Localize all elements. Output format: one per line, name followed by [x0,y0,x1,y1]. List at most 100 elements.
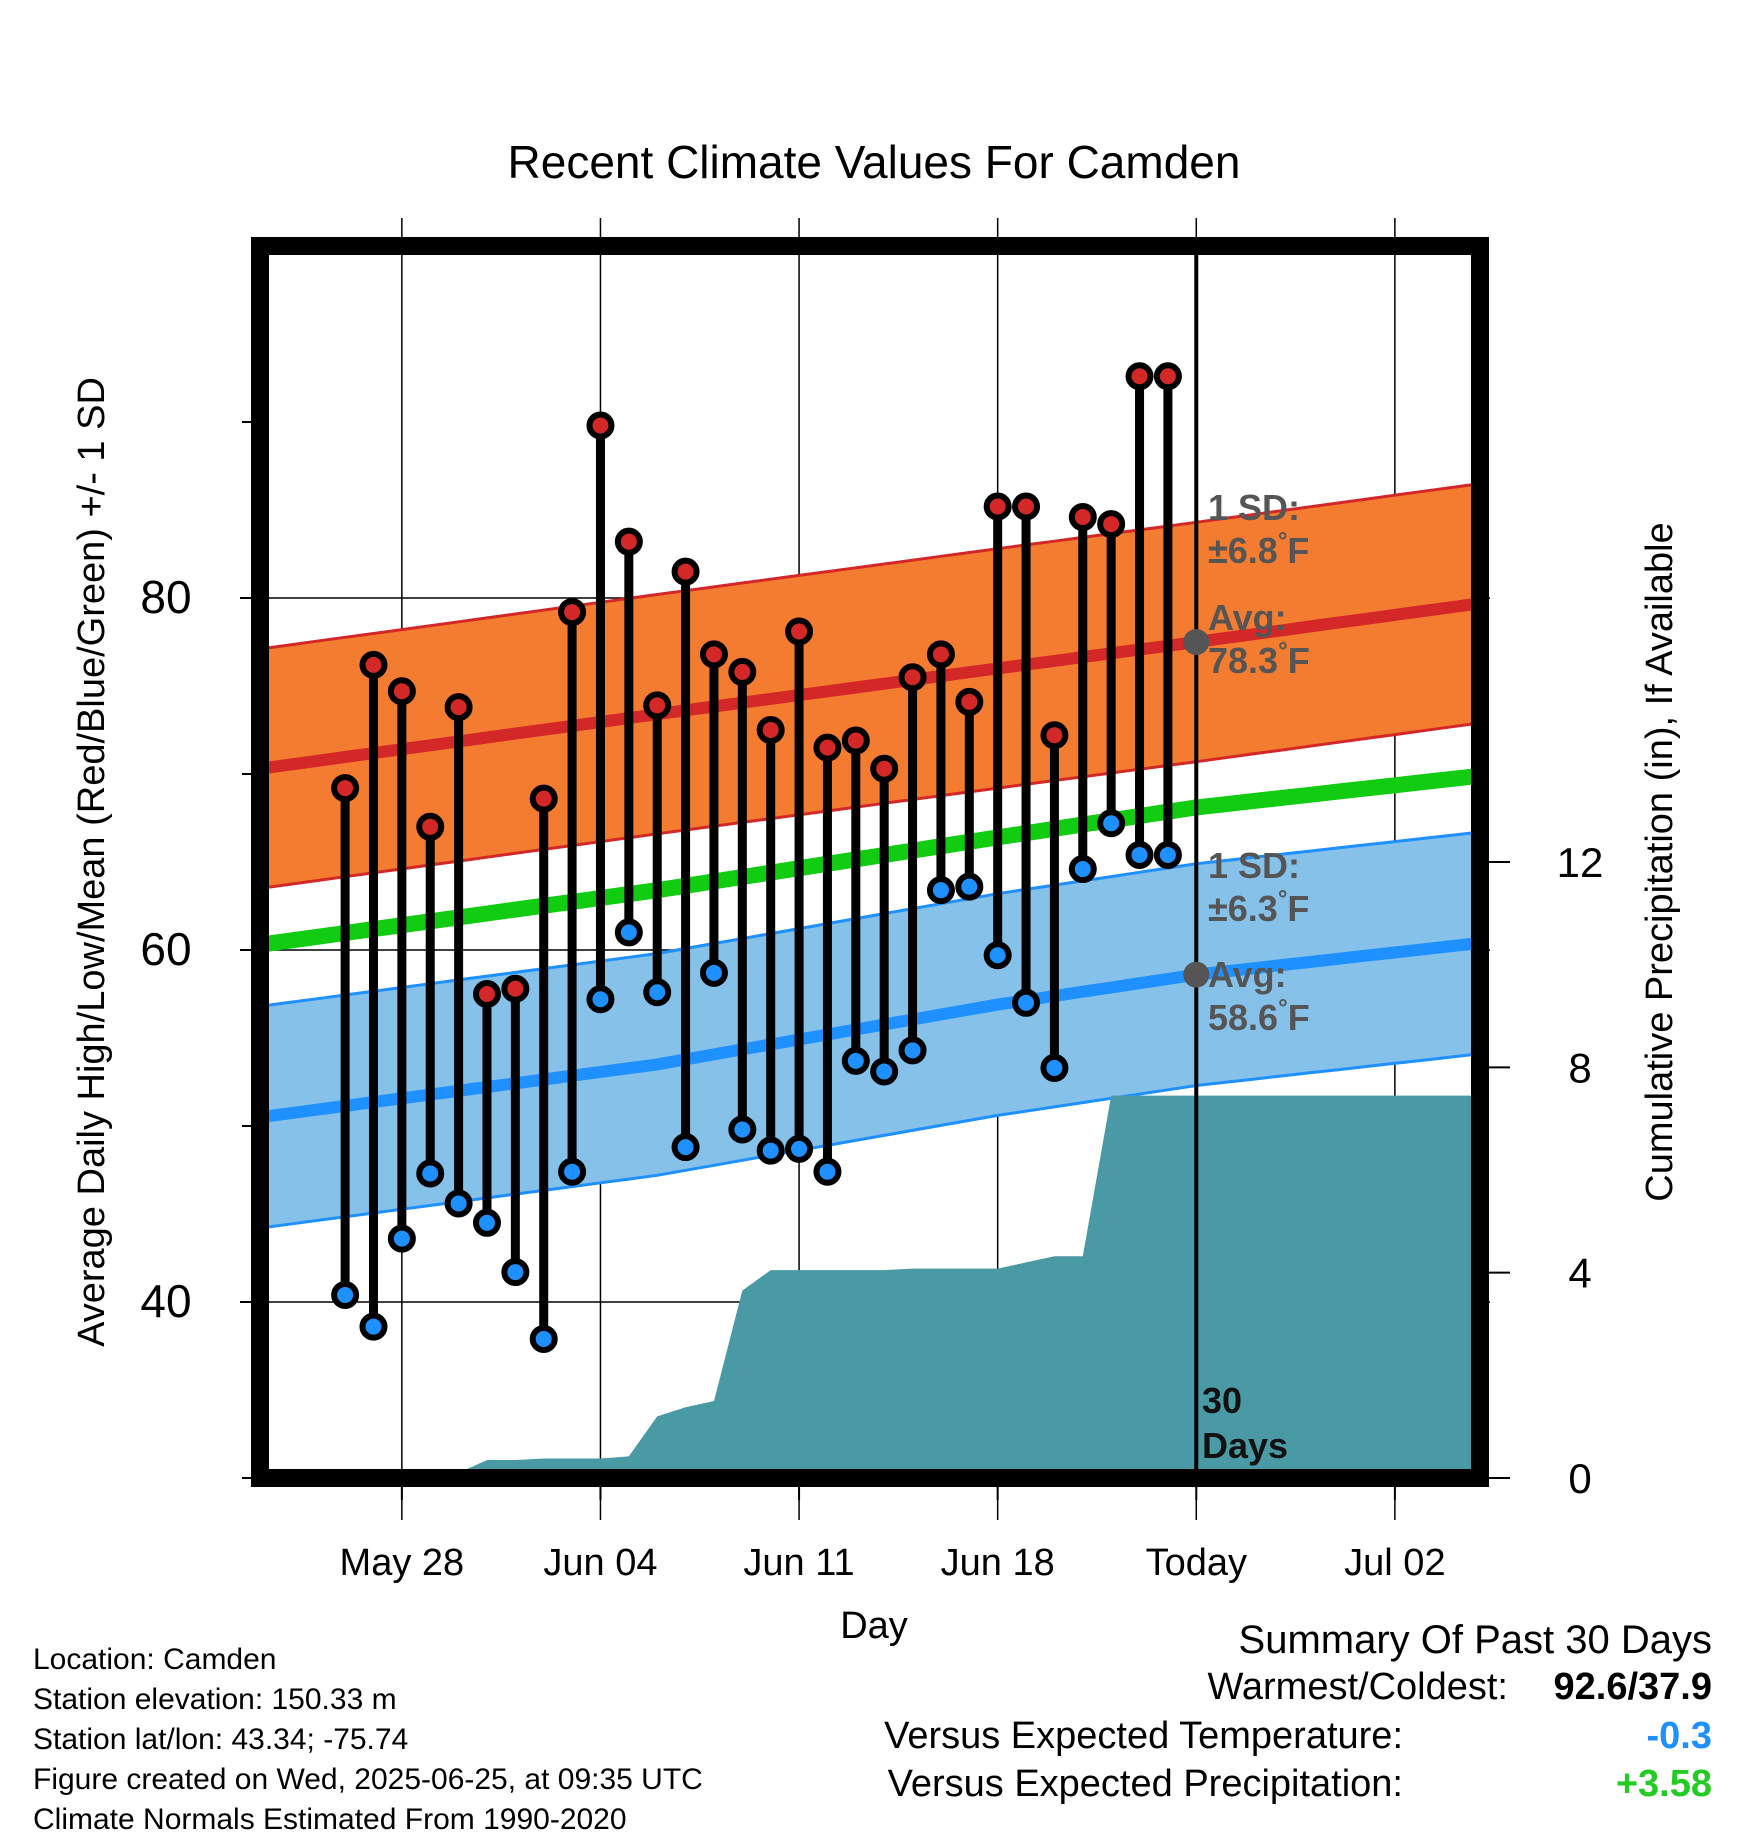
low-avg-annotation-value: 58.6°F [1208,995,1310,1038]
high-point [926,640,955,669]
high-point [1068,503,1097,532]
low-point [643,978,672,1007]
axes: May 28 Jun 04 Jun 11 Jun 18 Today Jul 0240608… [140,421,1604,1584]
y-axis-label-right: Cumulative Precipitation (in), If Availa… [1639,522,1681,1201]
high-avg-annotation-value: 78.3°F [1208,638,1310,681]
high-avg-annotation-number: 78.3 [1208,640,1278,681]
today-avg-low-marker [1183,961,1210,988]
high-point [841,726,870,755]
daily-range-stems [340,376,1173,1339]
precipitation-area [260,1095,1480,1478]
high-sd-annotation-unit: F [1287,530,1309,571]
high-point [699,640,728,669]
footer-latlon: Station lat/lon: 43.34; -75.74 [33,1723,409,1756]
low-point [955,872,984,901]
high-point [785,617,814,646]
low-point [699,958,728,987]
low-point [785,1134,814,1163]
high-point [1012,492,1041,521]
high-point [1040,721,1069,750]
low-point [870,1057,899,1086]
low-sd-annotation-value: ±6.3°F [1208,886,1309,929]
x-axis-label: Day [840,1605,908,1647]
today-avg-high-marker [1183,629,1210,655]
high-point [643,691,672,720]
low-point [529,1324,558,1353]
high-sd-annotation-heading: 1 SD: [1208,487,1300,528]
summary-precip-value: +3.58 [1615,1763,1712,1805]
high-point [1097,510,1126,539]
footer-normals: Climate Normals Estimated From 1990-2020 [33,1803,627,1836]
low-sd-annotation-heading: 1 SD: [1208,845,1300,886]
high-avg-annotation-heading: Avg: [1208,597,1287,638]
plot-frame [251,237,1489,1487]
low-avg-annotation-number: 58.6 [1208,997,1278,1038]
high-avg-annotation-unit: F [1288,640,1310,681]
high-point [671,557,700,586]
normal-low-line [259,937,1481,1124]
low-sd-annotation-unit: F [1287,888,1309,929]
low-point [983,941,1012,970]
high-sd-annotation-value: ±6.8°F [1208,528,1309,571]
high-sd-lower-line [259,721,1481,890]
normal-bands [258,482,1481,1230]
low-point [501,1258,530,1287]
high-point [586,411,615,440]
low-point [1125,840,1154,869]
low-point [728,1115,757,1144]
high-point [756,716,785,744]
high-point [955,687,984,716]
high-point [1153,362,1182,391]
high-point [501,974,530,1003]
high-point [529,784,558,813]
footer-location: Location: Camden [33,1643,277,1676]
y-tick-label: 40 [140,1275,191,1327]
low-point [1097,809,1126,838]
low-avg-annotation-unit: F [1288,997,1310,1038]
summary-warmest-coldest-label: Warmest/Coldest: [1207,1666,1508,1708]
low-avg-annotation-degree: ° [1278,995,1288,1022]
low-point [558,1157,587,1186]
low-point [841,1046,870,1075]
high-point [558,598,587,627]
low-point [1153,840,1182,869]
high-avg-annotation-degree: ° [1278,638,1288,665]
high-point [1125,362,1154,391]
low-point [586,985,615,1014]
summary-temp-value: -0.3 [1646,1715,1712,1757]
high-point [614,527,643,556]
low-point [1068,855,1097,884]
low-point [1040,1053,1069,1082]
low-sd-upper-line [259,830,1481,1008]
low-point [756,1136,785,1165]
chart-title: Recent Climate Values For Camden [508,136,1241,188]
high-point [870,754,899,783]
summary-title: Summary Of Past 30 Days [1238,1618,1712,1662]
summary-temp-label: Versus Expected Temperature: [884,1715,1403,1757]
y-right-tick-label: 12 [1557,839,1604,886]
summary-warmest-coldest-value: 92.6/37.9 [1553,1666,1712,1708]
high-point [387,677,416,706]
high-point [359,650,388,679]
y-right-tick-label: 0 [1568,1455,1591,1502]
x-tick-label: Jun 18 [941,1542,1055,1584]
today-markers [1183,238,1210,1478]
precip-area [260,1095,1480,1478]
period-label-number: 30 [1202,1380,1242,1421]
low-sd-annotation-number: ±6.3 [1208,888,1278,929]
low-avg-annotation-heading: Avg: [1208,954,1287,995]
normal-mean-line [258,767,1481,953]
low-point [1012,988,1041,1017]
x-tick-label: Today [1146,1542,1247,1584]
high-sd-upper-line [259,482,1481,651]
footer-elevation: Station elevation: 150.33 m [33,1683,397,1716]
low-point [416,1159,445,1188]
low-point [671,1133,700,1162]
normal-high-line [259,597,1481,775]
low-point [926,876,955,905]
low-sd-annotation-degree: ° [1278,886,1288,913]
high-point [444,693,473,722]
y-right-tick-label: 4 [1568,1250,1591,1297]
